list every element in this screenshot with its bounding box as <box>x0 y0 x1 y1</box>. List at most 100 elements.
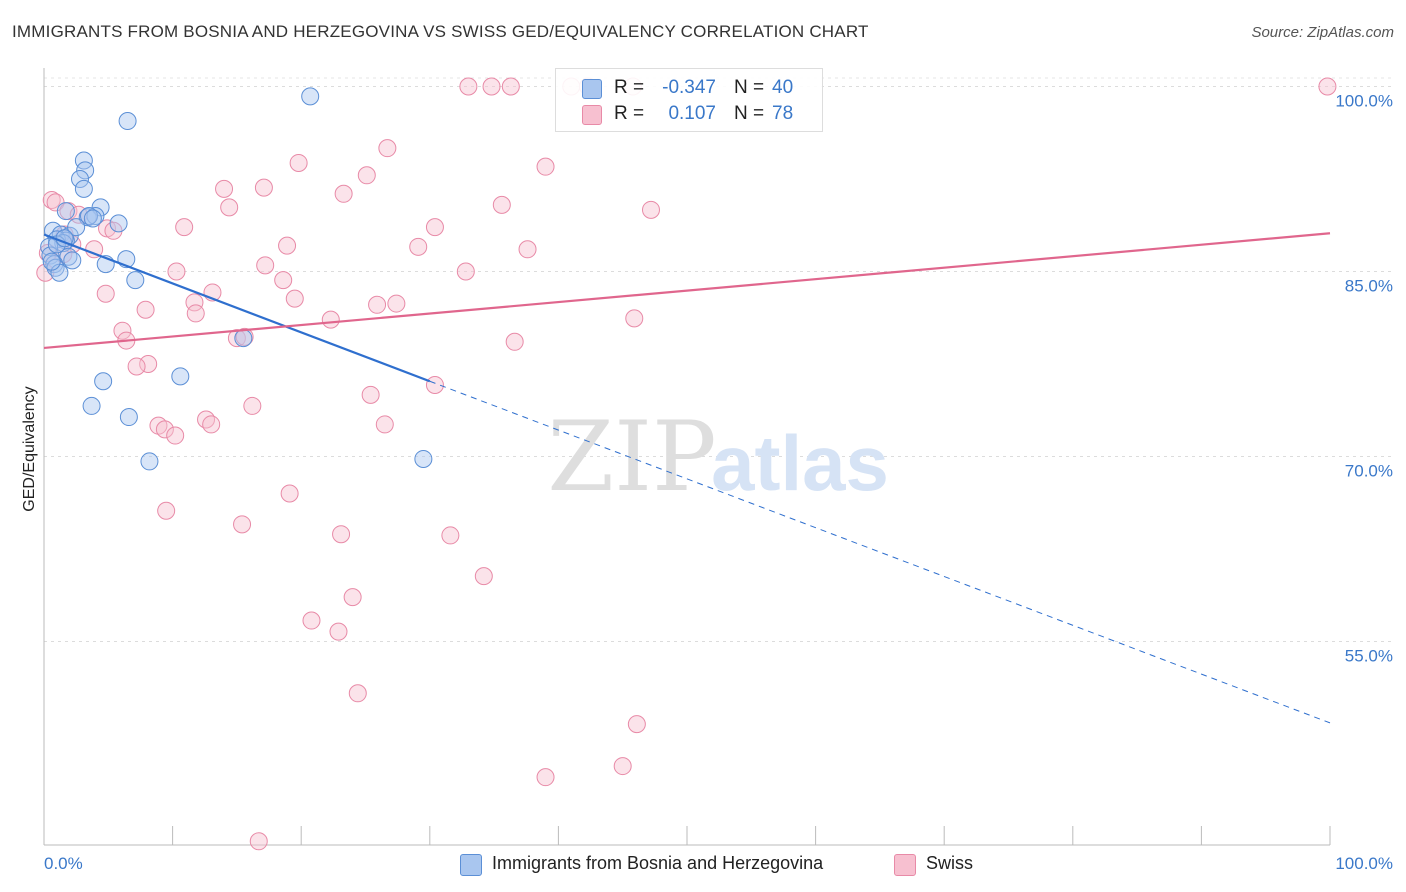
point-swiss <box>197 410 216 429</box>
point-swiss <box>254 178 273 197</box>
point-bosnia <box>109 214 128 233</box>
point-bosnia <box>82 396 101 415</box>
point-swiss <box>625 309 644 328</box>
point-swiss <box>459 77 478 96</box>
legend-swatch-bosnia <box>460 854 482 876</box>
stats-swatch-bosnia <box>582 79 602 99</box>
legend-label-bosnia: Immigrants from Bosnia and Herzegovina <box>492 853 824 873</box>
point-swiss <box>474 567 493 586</box>
r-label: R = <box>614 77 645 98</box>
data-points <box>36 77 1337 851</box>
trend-line-bosnia <box>43 233 431 383</box>
point-swiss <box>127 357 146 376</box>
point-swiss <box>186 304 205 323</box>
point-swiss <box>280 484 299 503</box>
point-bosnia <box>42 252 61 271</box>
point-swiss <box>175 218 194 237</box>
point-bosnia <box>56 202 75 221</box>
point-bosnia <box>83 209 102 228</box>
point-swiss <box>641 200 660 219</box>
point-bosnia <box>171 367 190 386</box>
point-swiss <box>285 289 304 308</box>
point-swiss <box>343 588 362 607</box>
watermark-atlas: atlas <box>711 419 889 507</box>
point-swiss <box>243 396 262 415</box>
point-bosnia <box>126 271 145 290</box>
point-swiss <box>113 321 132 340</box>
legend-swatch-swiss <box>894 854 916 876</box>
point-swiss <box>278 236 297 255</box>
x-tick-label-start: 0.0% <box>44 854 83 873</box>
grid-lines <box>44 77 1392 642</box>
point-bosnia <box>414 449 433 468</box>
watermark-zip: ZIP <box>547 401 716 513</box>
point-bosnia <box>301 87 320 106</box>
point-swiss <box>627 715 646 734</box>
source-label: Source: ZipAtlas.com <box>1251 24 1394 41</box>
point-swiss <box>505 332 524 351</box>
point-swiss <box>227 329 246 348</box>
point-bosnia <box>86 207 105 225</box>
point-swiss <box>501 77 520 96</box>
point-bosnia <box>140 452 159 471</box>
point-swiss <box>361 385 380 404</box>
point-swiss <box>425 218 444 237</box>
point-swiss <box>215 179 234 198</box>
point-swiss <box>536 157 555 176</box>
legend-label-swiss: Swiss <box>926 853 974 873</box>
point-swiss <box>136 300 155 319</box>
point-bosnia <box>63 251 82 270</box>
point-bosnia <box>234 329 253 348</box>
stats-row-bosnia: R = -0.347 N = 40 <box>556 75 822 101</box>
n-label: N = <box>734 103 765 124</box>
point-swiss <box>302 611 321 630</box>
point-swiss <box>334 184 353 203</box>
point-swiss <box>613 757 632 776</box>
point-swiss <box>220 198 239 217</box>
r-label: R = <box>614 103 645 124</box>
point-swiss <box>256 256 275 275</box>
point-bosnia <box>74 151 93 170</box>
stats-legend: R = -0.347 N = 40 R = 0.107 N = 78 <box>555 68 823 132</box>
point-swiss <box>375 415 394 434</box>
watermark: ZIP atlas <box>547 401 889 513</box>
stats-row-swiss: R = 0.107 N = 78 <box>556 101 822 127</box>
point-swiss <box>289 153 308 172</box>
y-axis-label: GED/Equivalency <box>21 386 38 512</box>
n-value: 78 <box>772 103 794 124</box>
point-swiss <box>329 622 348 641</box>
point-swiss <box>332 525 351 544</box>
point-swiss <box>321 310 340 329</box>
point-swiss <box>368 295 387 314</box>
x-tick-label-end: 100.0% <box>1335 854 1393 873</box>
point-swiss <box>139 355 158 373</box>
point-bosnia <box>94 372 113 391</box>
point-swiss <box>348 684 367 703</box>
point-swiss <box>96 284 115 303</box>
chart-title: IMMIGRANTS FROM BOSNIA AND HERZEGOVINA V… <box>12 22 869 41</box>
point-swiss <box>357 166 376 185</box>
point-swiss <box>202 415 221 434</box>
trend-line-swiss <box>43 232 1331 350</box>
n-label: N = <box>734 77 765 98</box>
trend-lines <box>43 232 1331 724</box>
point-swiss <box>456 262 475 281</box>
point-swiss <box>536 768 555 787</box>
point-bosnia <box>76 161 95 180</box>
point-swiss <box>482 77 501 96</box>
point-swiss <box>1318 77 1337 96</box>
point-swiss <box>518 240 537 259</box>
y-tick-label: 55.0% <box>1345 647 1393 666</box>
stats-swatch-swiss <box>582 105 602 125</box>
point-swiss <box>166 426 185 445</box>
y-tick-label: 100.0% <box>1335 92 1393 111</box>
point-swiss <box>274 271 293 290</box>
y-tick-label: 70.0% <box>1345 462 1393 481</box>
point-bosnia <box>74 179 93 198</box>
n-value: 40 <box>772 77 794 98</box>
point-swiss <box>155 420 174 439</box>
point-bosnia <box>71 170 90 188</box>
point-swiss <box>378 139 397 158</box>
point-swiss <box>441 526 460 545</box>
